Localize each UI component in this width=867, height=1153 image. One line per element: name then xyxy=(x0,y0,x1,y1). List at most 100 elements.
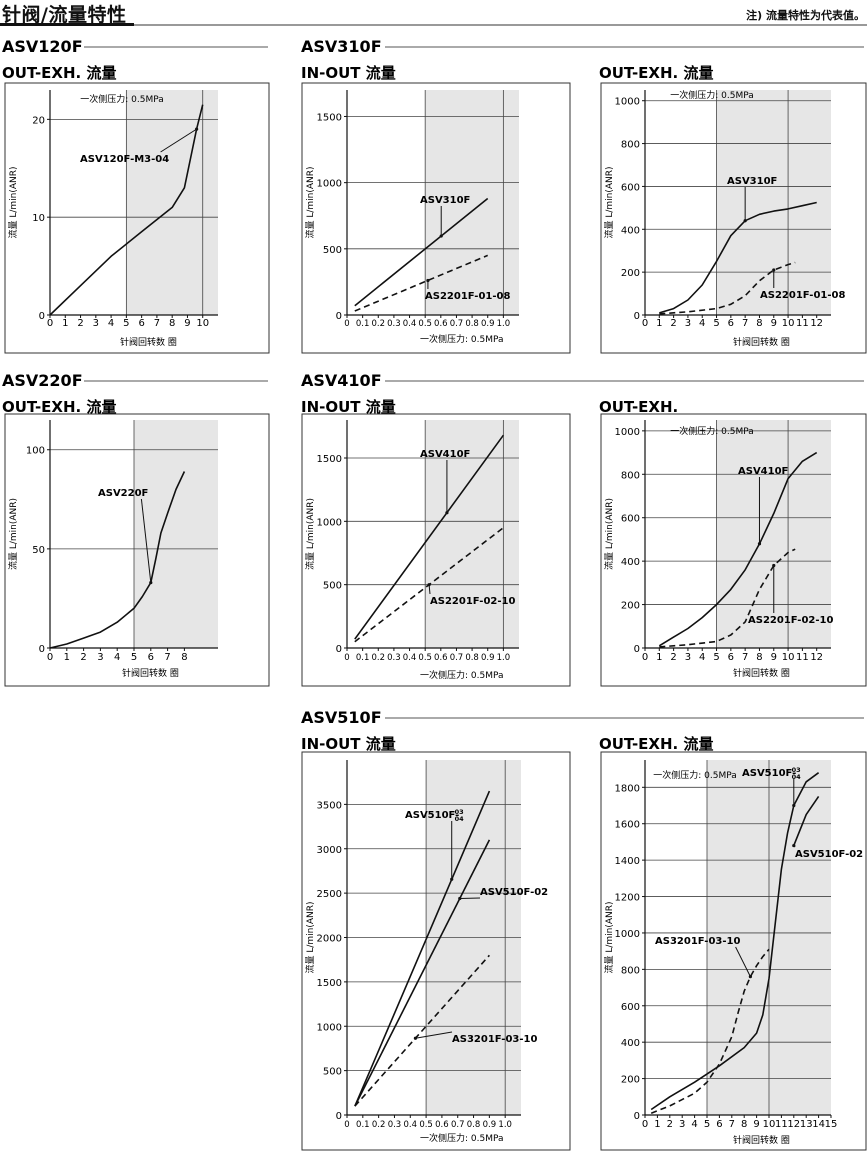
series-label-stack-bottom: 04 xyxy=(455,815,465,823)
x-tick-label: 3 xyxy=(679,1119,685,1130)
page-note: 注) 流量特性为代表值。 xyxy=(746,9,865,22)
series-line-asv410f xyxy=(658,451,818,647)
x-tick-label: 11 xyxy=(796,318,809,329)
x-tick-label: 11 xyxy=(775,1119,788,1130)
x-tick-label: 10 xyxy=(782,652,795,663)
leader-point xyxy=(450,877,454,881)
y-tick-label: 10 xyxy=(32,213,45,224)
x-tick-label: 8 xyxy=(181,652,187,663)
title-underline xyxy=(0,23,134,26)
x-tick-label: 9 xyxy=(753,1119,759,1130)
shaded-region xyxy=(134,420,218,648)
x-tick-label: 0.8 xyxy=(467,1120,481,1130)
title-rule xyxy=(134,24,867,26)
x-tick-label: 6 xyxy=(728,318,734,329)
x-tick-label: 2 xyxy=(670,652,676,663)
x-tick-label: 0.4 xyxy=(403,319,417,329)
x-tick-label: 0.9 xyxy=(483,1120,497,1130)
x-tick-label: 8 xyxy=(756,318,762,329)
x-tick-label: 0.4 xyxy=(403,653,417,663)
y-axis-label: 流量 L/min(ANR) xyxy=(7,498,19,570)
x-tick-label: 0.3 xyxy=(388,1120,402,1130)
x-tick-label: 4 xyxy=(114,652,120,663)
x-tick-label: 8 xyxy=(756,652,762,663)
x-tick-label: 12 xyxy=(787,1119,800,1130)
pressure-note: 一次侧压力: 0.5MPa xyxy=(80,93,164,105)
x-tick-label: 3 xyxy=(685,318,691,329)
y-tick-label: 400 xyxy=(621,225,640,236)
y-axis-label: 流量 L/min(ANR) xyxy=(304,901,316,973)
leader-point xyxy=(757,542,762,546)
x-tick-label: 9 xyxy=(184,318,190,329)
x-tick-label: 0.7 xyxy=(450,653,464,663)
x-tick-label: 0.2 xyxy=(372,1120,386,1130)
x-tick-label: 2 xyxy=(670,318,676,329)
y-tick-label: 3500 xyxy=(317,800,342,811)
x-axis-label: 针阀回转数 圈 xyxy=(733,1134,790,1146)
x-axis-label: 针阀回转数 圈 xyxy=(122,667,179,679)
y-tick-label: 0 xyxy=(336,644,342,655)
y-tick-label: 500 xyxy=(323,1067,342,1078)
x-tick-label: 1.0 xyxy=(497,319,511,329)
x-tick-label: 3 xyxy=(685,652,691,663)
y-tick-label: 500 xyxy=(323,581,342,592)
leader-point xyxy=(458,896,462,901)
series-label-stack-top: 03 xyxy=(792,766,801,774)
leader-point xyxy=(792,843,796,848)
x-tick-label: 4 xyxy=(108,318,114,329)
page-title: 针阀/流量特性 xyxy=(2,4,127,26)
y-tick-label: 50 xyxy=(32,545,45,556)
y-tick-label: 1600 xyxy=(615,820,640,831)
x-tick-label: 14 xyxy=(812,1119,825,1130)
y-tick-label: 0 xyxy=(336,1111,342,1122)
x-tick-label: 1 xyxy=(656,652,662,663)
x-tick-label: 0.7 xyxy=(450,319,464,329)
x-tick-label: 0.2 xyxy=(372,653,386,663)
x-tick-label: 0 xyxy=(344,653,349,663)
x-tick-label: 10 xyxy=(763,1119,776,1130)
series-label-as3201f-03-10: AS3201F-03-10 xyxy=(452,1034,537,1045)
y-tick-label: 1500 xyxy=(317,978,342,989)
chart-title: IN-OUT 流量 xyxy=(301,735,396,753)
x-tick-label: 0 xyxy=(642,318,648,329)
series-line-asv510f-02 xyxy=(354,839,491,1107)
leader-point xyxy=(772,268,776,272)
x-tick-label: 0.9 xyxy=(481,653,495,663)
pressure-note: 一次侧压力: 0.5MPa xyxy=(670,89,754,101)
series-line-asv510f-03-04 xyxy=(354,790,491,1107)
x-axis-label: 针阀回转数 圈 xyxy=(733,667,790,679)
chart-8-asv510f: OUT-EXH. 流量0 1 2 3 4 5 6 7 8 9 10 11 12 13 14 150200400… xyxy=(599,735,867,1151)
leader-point xyxy=(748,975,753,979)
x-tick-label: 0.6 xyxy=(434,319,448,329)
leader-point xyxy=(195,127,199,131)
y-tick-label: 200 xyxy=(621,268,640,279)
x-tick-label: 0.3 xyxy=(387,319,401,329)
x-axis-label: 针阀回转数 圈 xyxy=(120,336,177,348)
y-tick-label: 1500 xyxy=(317,454,342,465)
x-tick-label: 12 xyxy=(810,652,823,663)
series-label-asv410f: ASV410F xyxy=(738,466,788,477)
x-tick-label: 1.0 xyxy=(498,1120,512,1130)
series-label-asv510f-03-04: ASV510F- xyxy=(405,810,459,821)
series-label-as2201f-02-10: AS2201F-02-10 xyxy=(430,596,515,607)
x-tick-label: 0.1 xyxy=(356,653,370,663)
x-tick-label: 0 xyxy=(642,652,648,663)
x-tick-label: 0.5 xyxy=(418,653,432,663)
x-tick-label: 7 xyxy=(154,318,160,329)
x-tick-label: 13 xyxy=(800,1119,813,1130)
leader-line xyxy=(160,128,197,153)
series-label-asv410f: ASV410F xyxy=(420,449,470,460)
y-tick-label: 1000 xyxy=(615,929,640,940)
shaded-region xyxy=(126,90,218,315)
series-label-asv220f: ASV220F xyxy=(98,488,148,499)
x-tick-label: 0 xyxy=(642,1119,648,1130)
x-tick-label: 15 xyxy=(825,1119,838,1130)
y-tick-label: 1000 xyxy=(615,427,640,438)
y-tick-label: 400 xyxy=(621,557,640,568)
x-tick-label: 3 xyxy=(93,318,99,329)
x-tick-label: 1 xyxy=(62,318,68,329)
series-line-as3201f-03-10 xyxy=(354,954,490,1107)
x-tick-label: 9 xyxy=(771,318,777,329)
